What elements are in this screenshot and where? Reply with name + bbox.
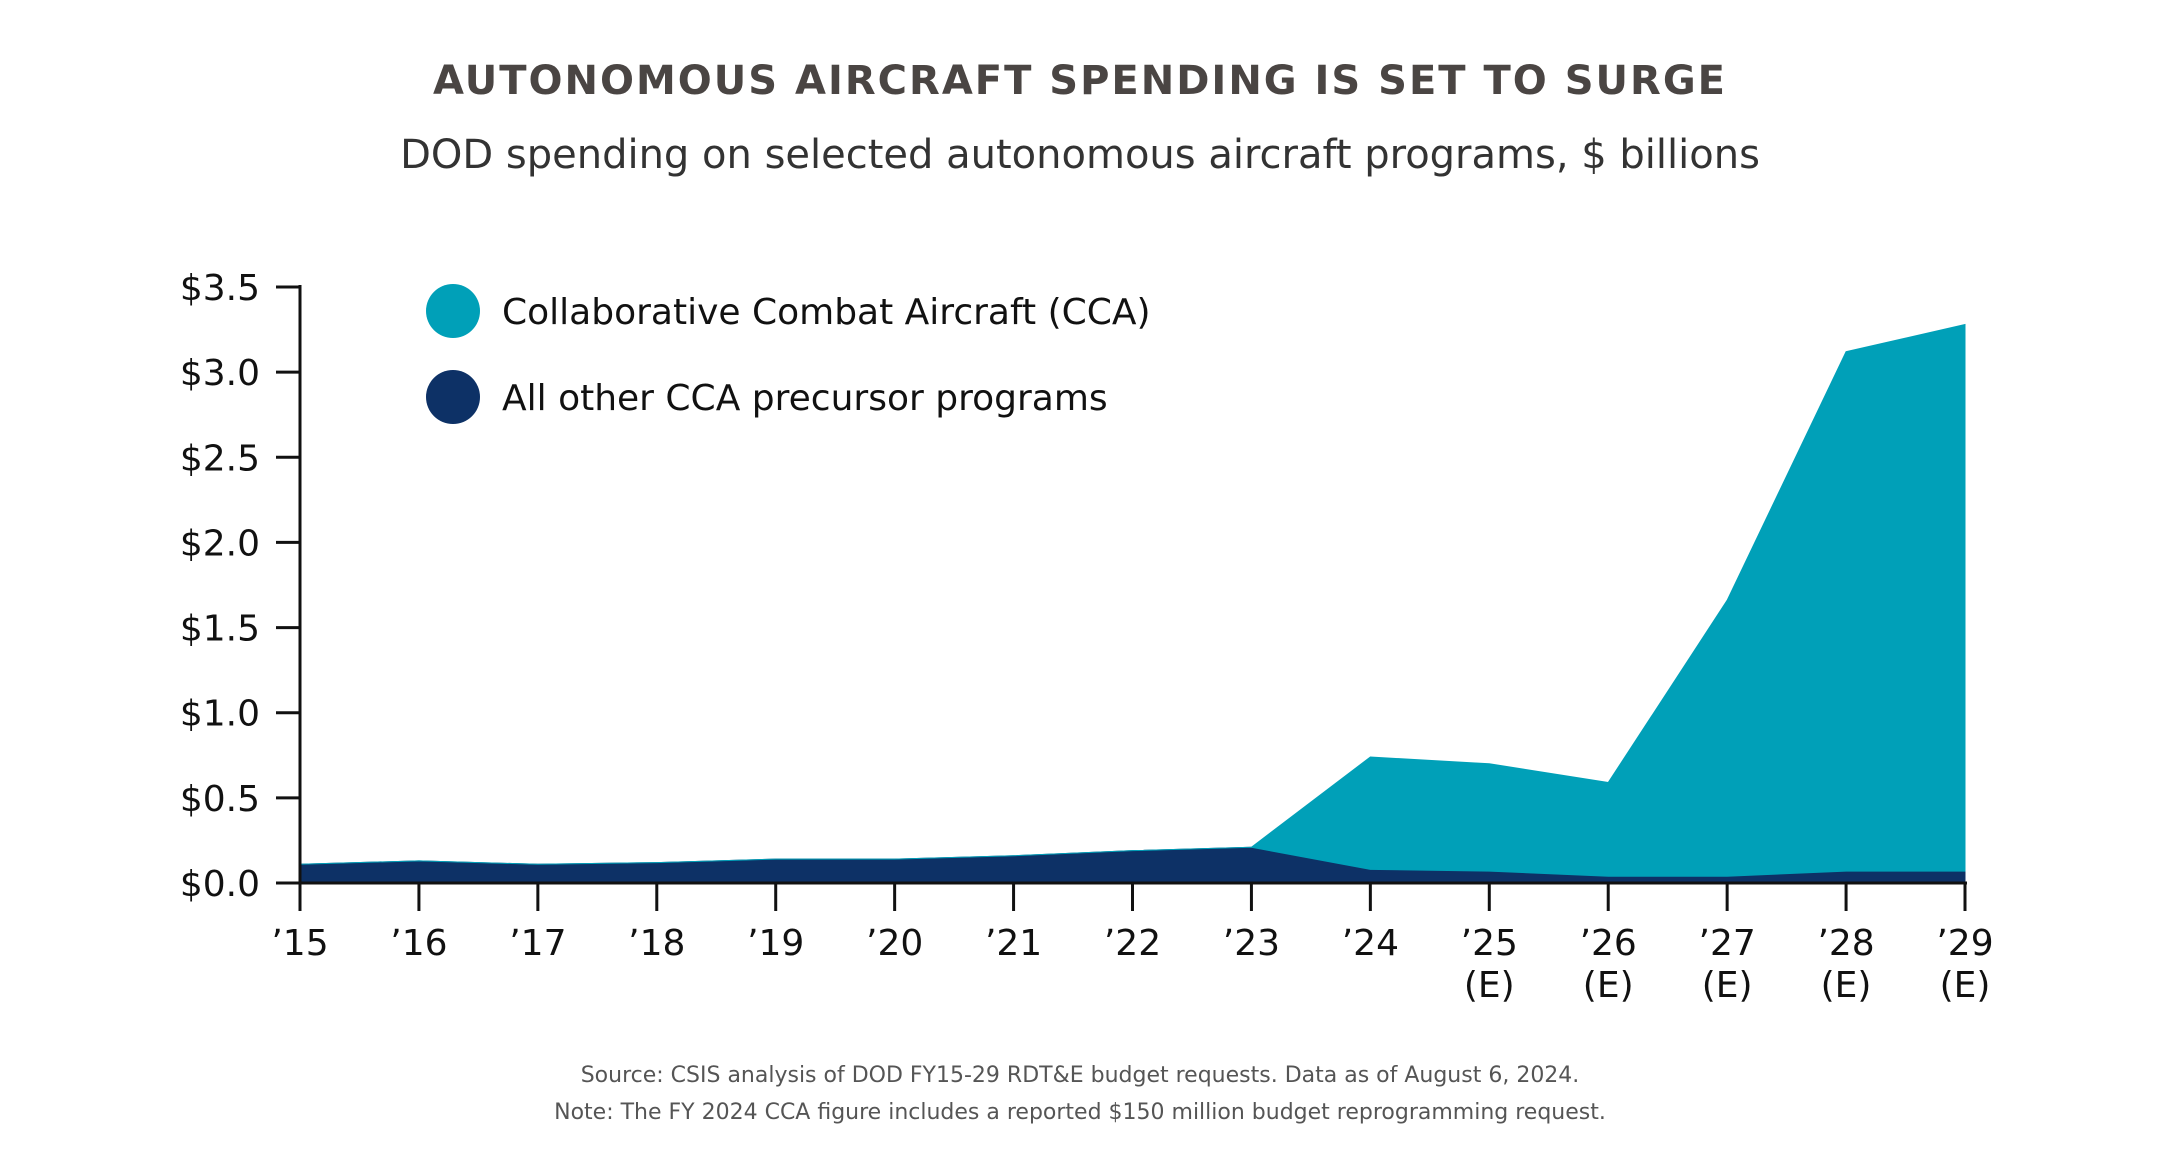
legend-label: All other CCA precursor programs: [502, 378, 1108, 419]
y-tick-label: $3.5: [180, 268, 260, 309]
series-area-1: [299, 323, 1966, 877]
x-tick-label: ’15: [271, 923, 328, 964]
x-tick-label: ’29 (E): [1936, 923, 1993, 1006]
x-tick-label: ’17: [509, 923, 566, 964]
y-tick-label: $1.0: [180, 694, 260, 735]
y-tick-label: $3.0: [180, 353, 260, 394]
chart-axes: $0.0 $0.5 $1.0 $1.5 $2.0 $2.5 $3.0 $3.5 ’15 ’16 ’1…: [180, 268, 1994, 1006]
x-tick-label: ’25 (E): [1461, 923, 1518, 1006]
x-tick-label: ’28 (E): [1817, 923, 1874, 1006]
x-tick-label: ’22: [1104, 923, 1161, 964]
x-tick-label: ’26 (E): [1580, 923, 1637, 1006]
y-tick-label: $2.5: [180, 438, 260, 479]
x-tick-label: ’23: [1223, 923, 1280, 964]
legend-label: Collaborative Combat Aircraft (CCA): [502, 292, 1151, 333]
y-tick-label: $2.0: [180, 523, 260, 564]
legend-swatch: [426, 284, 480, 338]
x-tick-label: ’21: [985, 923, 1042, 964]
area-chart: $0.0 $0.5 $1.0 $1.5 $2.0 $2.5 $3.0 $3.5 ’15 ’16 ’1…: [180, 268, 1994, 1006]
x-tick-label: ’19: [747, 923, 804, 964]
x-tick-label: ’16: [390, 923, 447, 964]
x-tick-label: ’18: [628, 923, 685, 964]
x-tick-label: ’20: [866, 923, 923, 964]
footnote: Note: The FY 2024 CCA figure includes a …: [554, 1100, 1606, 1125]
source-note: Source: CSIS analysis of DOD FY15-29 RDT…: [580, 1063, 1580, 1088]
y-tick-label: $1.5: [180, 609, 260, 650]
legend-swatch: [426, 370, 480, 424]
chart-legend: Collaborative Combat Aircraft (CCA) All o…: [426, 284, 1151, 424]
chart-title: AUTONOMOUS AIRCRAFT SPENDING IS SET TO S…: [433, 58, 1727, 104]
x-tick-label: ’24: [1342, 923, 1399, 964]
chart-subtitle: DOD spending on selected autonomous airc…: [400, 132, 1760, 178]
y-tick-label: $0.5: [180, 779, 260, 820]
y-tick-label: $0.0: [180, 864, 260, 905]
x-tick-label: ’27 (E): [1699, 923, 1756, 1006]
